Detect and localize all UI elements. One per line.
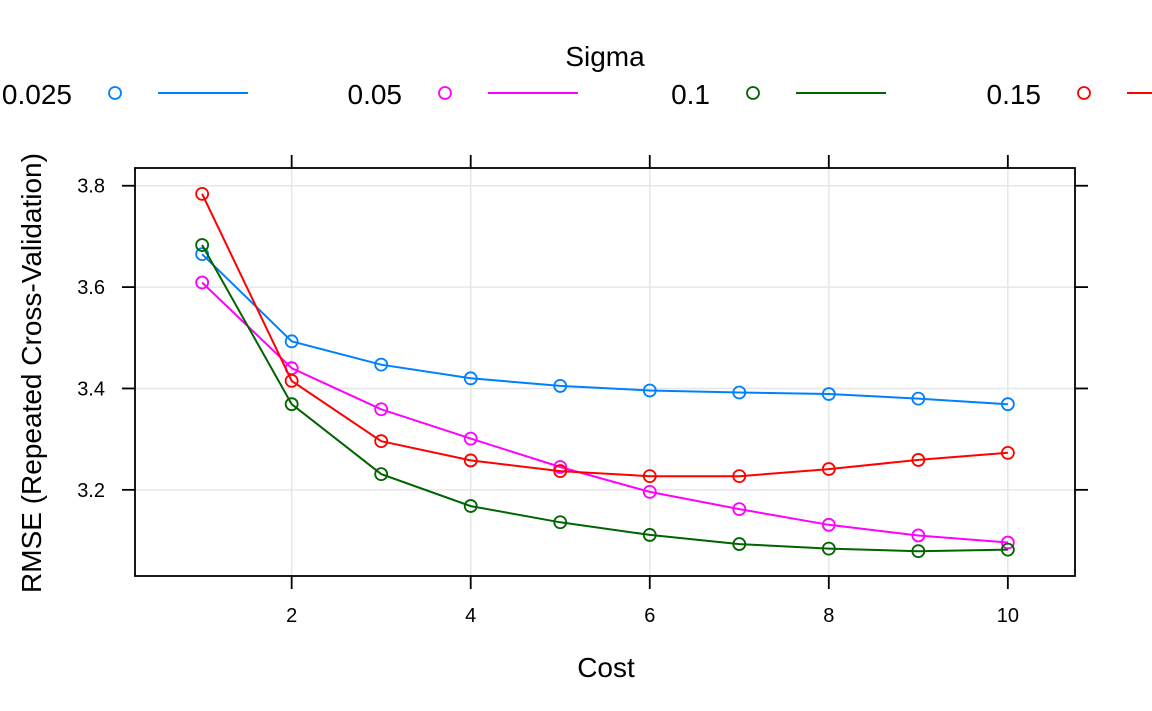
legend-title: Sigma <box>565 41 645 72</box>
x-tick-label: 10 <box>997 605 1019 627</box>
x-tick-label: 8 <box>823 605 834 627</box>
data-point <box>1000 397 1015 412</box>
legend-item-0.1: 0.1 <box>671 79 886 110</box>
data-point <box>284 397 299 412</box>
data-point <box>195 186 210 201</box>
data-point <box>821 541 836 556</box>
legend-label: 0.1 <box>671 79 710 110</box>
legend: Sigma 0.025 0.05 0.1 0.15 <box>2 41 1152 110</box>
legend-label: 0.15 <box>987 79 1042 110</box>
series-line <box>201 253 1008 406</box>
data-point <box>732 385 747 400</box>
x-tick-label: 6 <box>644 605 655 627</box>
legend-point-marker <box>746 86 760 100</box>
plot-frame <box>134 167 1076 577</box>
data-point <box>642 383 657 398</box>
data-point <box>911 528 926 543</box>
x-tick-label: 2 <box>286 605 297 627</box>
data-point <box>553 379 568 393</box>
legend-point-marker <box>1077 86 1091 100</box>
x-tick-label: 4 <box>465 605 476 627</box>
data-point <box>463 371 478 386</box>
data-point <box>821 387 836 401</box>
data-point <box>821 517 836 532</box>
series-line <box>201 193 1008 478</box>
data-point <box>1000 535 1015 550</box>
data-point <box>553 464 568 478</box>
data-point <box>553 460 568 474</box>
data-point <box>374 467 389 482</box>
data-point <box>284 334 299 349</box>
legend-label: 0.05 <box>348 79 403 110</box>
data-point <box>374 357 389 372</box>
data-point <box>642 484 657 499</box>
data-point <box>195 238 210 252</box>
data-point <box>374 434 389 449</box>
x-axis-label: Cost <box>577 652 635 683</box>
data-point <box>1000 445 1015 460</box>
legend-item-0.025: 0.025 <box>2 79 248 110</box>
data-point <box>374 402 389 417</box>
data-point <box>463 499 478 513</box>
axis-ticks: 2 4 6 8 10 3.2 3.4 3.6 3.8 <box>77 155 1088 627</box>
y-tick-label: 3.6 <box>77 277 105 299</box>
series-0.05 <box>195 275 1015 550</box>
data-point <box>1000 542 1015 557</box>
data-point <box>911 544 926 559</box>
series-0.1 <box>195 238 1015 559</box>
data-point <box>821 462 836 476</box>
data-point <box>732 469 747 484</box>
data-point <box>463 453 478 468</box>
series-0.15 <box>195 186 1015 484</box>
data-point <box>911 391 926 406</box>
data-point <box>642 528 657 542</box>
data-point <box>642 469 657 484</box>
grid <box>135 168 1075 576</box>
data-point <box>284 373 299 388</box>
legend-point-marker <box>438 86 452 100</box>
data-point <box>195 275 210 290</box>
y-tick-label: 3.8 <box>77 176 105 198</box>
data-point <box>732 537 747 551</box>
data-point <box>732 502 747 516</box>
series-0.025 <box>195 247 1015 412</box>
legend-item-0.05: 0.05 <box>348 79 578 110</box>
y-axis-label: RMSE (Repeated Cross-Validation) <box>16 153 47 593</box>
legend-point-marker <box>108 86 122 100</box>
series-layer <box>195 186 1015 559</box>
series-line <box>201 281 1008 544</box>
data-point <box>463 431 478 446</box>
y-tick-label: 3.2 <box>77 480 105 502</box>
series-line <box>201 244 1008 553</box>
data-point <box>553 515 568 530</box>
legend-label: 0.025 <box>2 79 72 110</box>
y-tick-label: 3.4 <box>77 378 105 400</box>
data-point <box>911 453 926 467</box>
legend-item-0.15: 0.15 <box>987 79 1152 110</box>
